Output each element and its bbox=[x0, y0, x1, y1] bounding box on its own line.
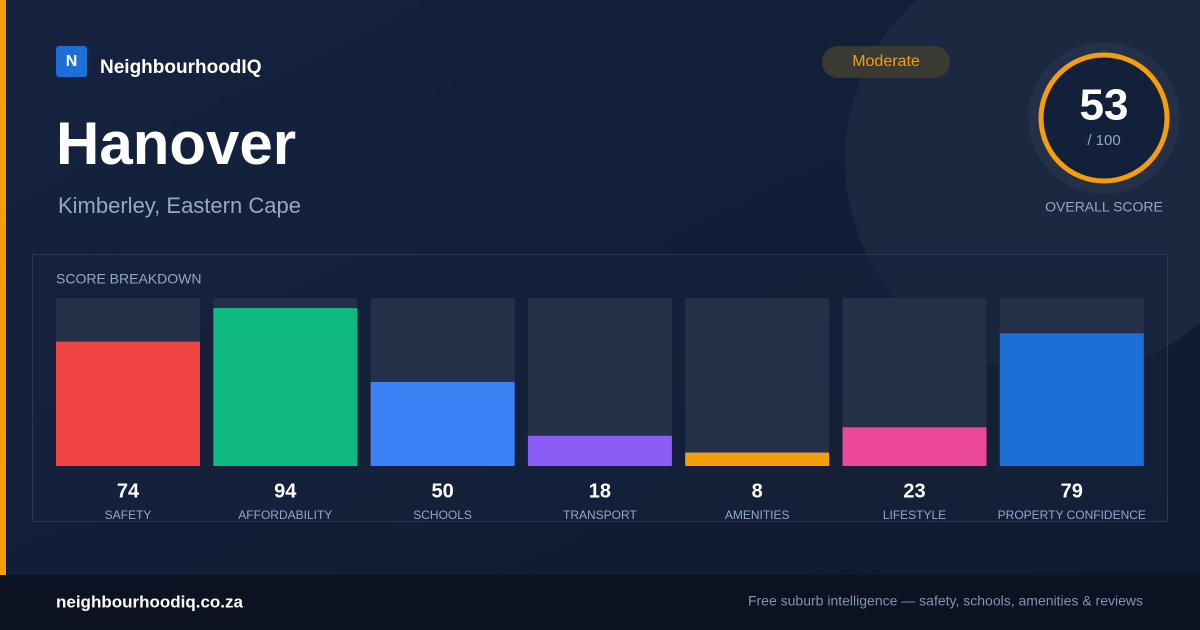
footer bbox=[0, 575, 1200, 630]
category-label: SCHOOLS bbox=[413, 508, 472, 522]
category-label: PROPERTY CONFIDENCE bbox=[998, 508, 1146, 522]
logo bbox=[56, 46, 87, 77]
suburb: Hanover bbox=[56, 110, 296, 177]
value-label: 74 bbox=[117, 480, 140, 502]
value-label: 79 bbox=[1061, 480, 1083, 502]
value-label: 8 bbox=[752, 480, 763, 502]
breakdown-title: SCORE BREAKDOWN bbox=[56, 271, 201, 287]
bar bbox=[527, 435, 672, 466]
value-label: 94 bbox=[274, 480, 297, 502]
bar bbox=[999, 333, 1144, 466]
accent-strip bbox=[0, 0, 6, 575]
brand-name: NeighbourhoodIQ bbox=[100, 57, 261, 78]
badge-text: Moderate bbox=[852, 53, 920, 70]
value-label: 23 bbox=[903, 480, 925, 502]
category-label: TRANSPORT bbox=[563, 508, 637, 522]
bar bbox=[370, 382, 515, 466]
overall-score: 53 bbox=[1080, 81, 1129, 130]
overall-caption: OVERALL SCORE bbox=[1045, 199, 1163, 215]
category-label: LIFESTYLE bbox=[883, 508, 946, 522]
badge bbox=[822, 46, 950, 78]
value-label: 50 bbox=[431, 480, 453, 502]
overall-out-of: / 100 bbox=[1087, 132, 1120, 149]
logo-letter: N bbox=[66, 53, 78, 70]
score-ring bbox=[1038, 52, 1170, 184]
bar bbox=[685, 452, 830, 466]
bar bbox=[213, 308, 358, 466]
category-label: SAFETY bbox=[105, 508, 152, 522]
footer-url: neighbourhoodiq.co.za bbox=[56, 592, 244, 611]
category-label: AMENITIES bbox=[725, 508, 790, 522]
location: Kimberley, Eastern Cape bbox=[58, 193, 301, 218]
bar-track bbox=[685, 298, 830, 466]
footer-tagline: Free suburb intelligence — safety, schoo… bbox=[748, 593, 1143, 609]
bar bbox=[56, 341, 200, 466]
value-label: 18 bbox=[589, 480, 611, 502]
category-label: AFFORDABILITY bbox=[238, 508, 332, 522]
bar bbox=[842, 427, 987, 466]
